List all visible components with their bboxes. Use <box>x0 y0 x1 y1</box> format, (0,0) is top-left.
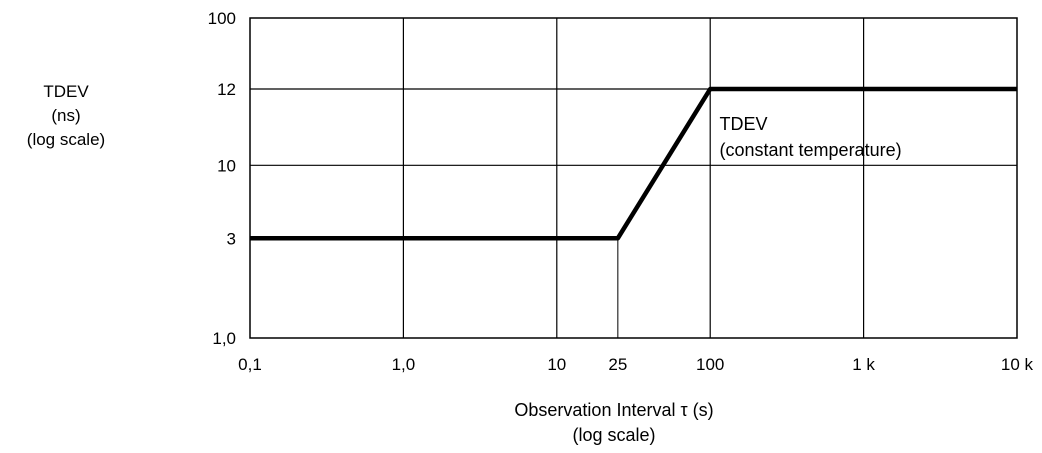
x-axis-label: Observation Interval τ (s) (log scale) <box>514 400 713 445</box>
y-tick-label: 1,0 <box>212 329 236 348</box>
annotation-line: TDEV <box>720 114 768 134</box>
y-tick-label: 3 <box>227 229 236 248</box>
series-annotation: TDEV (constant temperature) <box>720 114 902 160</box>
x-tick-label: 10 k <box>1001 355 1034 374</box>
y-axis-label: TDEV (ns) (log scale) <box>27 82 105 149</box>
y-tick-label: 10 <box>217 156 236 175</box>
y-axis-label-line: (ns) <box>51 106 80 125</box>
y-tick-label: 12 <box>217 80 236 99</box>
tdev-series-line <box>250 86 1017 241</box>
x-tick-label: 1,0 <box>392 355 416 374</box>
x-tick-label: 25 <box>608 355 627 374</box>
x-tick-label: 10 <box>547 355 566 374</box>
x-axis-label-line: (log scale) <box>572 425 655 445</box>
y-axis-label-line: (log scale) <box>27 130 105 149</box>
x-tick-label: 0,1 <box>238 355 262 374</box>
y-axis-label-line: TDEV <box>43 82 89 101</box>
x-tick-label: 100 <box>696 355 724 374</box>
y-tick-label: 100 <box>208 9 236 28</box>
annotation-line: (constant temperature) <box>720 140 902 160</box>
x-axis-label-line: Observation Interval τ (s) <box>514 400 713 420</box>
x-tick-label: 1 k <box>852 355 875 374</box>
plot-area <box>249 17 1018 339</box>
